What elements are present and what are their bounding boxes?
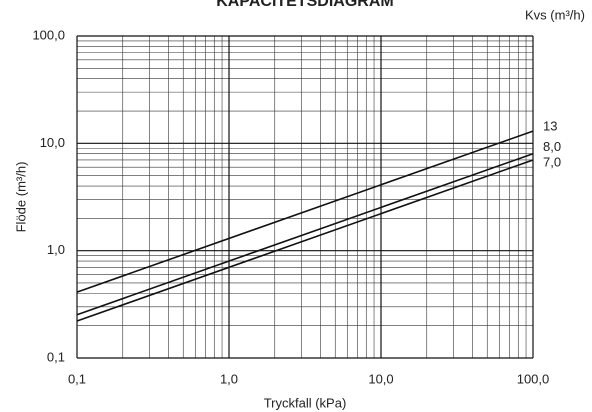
y-axis-label: Flöde (m³/h) <box>13 162 28 233</box>
legend-title: Kvs (m³/h) <box>525 7 585 22</box>
x-axis-label: Tryckfall (kPa) <box>264 395 347 410</box>
series-line <box>76 152 534 316</box>
x-tick-label: 100,0 <box>517 371 550 386</box>
chart-title: KAPACITETSDIAGRAM <box>216 0 393 10</box>
series-label: 13 <box>543 119 557 134</box>
y-tick-label: 100,0 <box>32 27 65 42</box>
series-label: 7,0 <box>543 154 561 169</box>
x-tick-label: 1,0 <box>220 371 238 386</box>
x-tick-label: 0,1 <box>68 371 86 386</box>
y-tick-label: 0,1 <box>47 349 65 364</box>
series-line <box>76 130 534 293</box>
x-tick-label: 10,0 <box>368 371 393 386</box>
y-tick-label: 10,0 <box>40 135 65 150</box>
series-label: 8,0 <box>543 139 561 154</box>
series-line <box>76 159 534 322</box>
y-tick-label: 1,0 <box>47 242 65 257</box>
